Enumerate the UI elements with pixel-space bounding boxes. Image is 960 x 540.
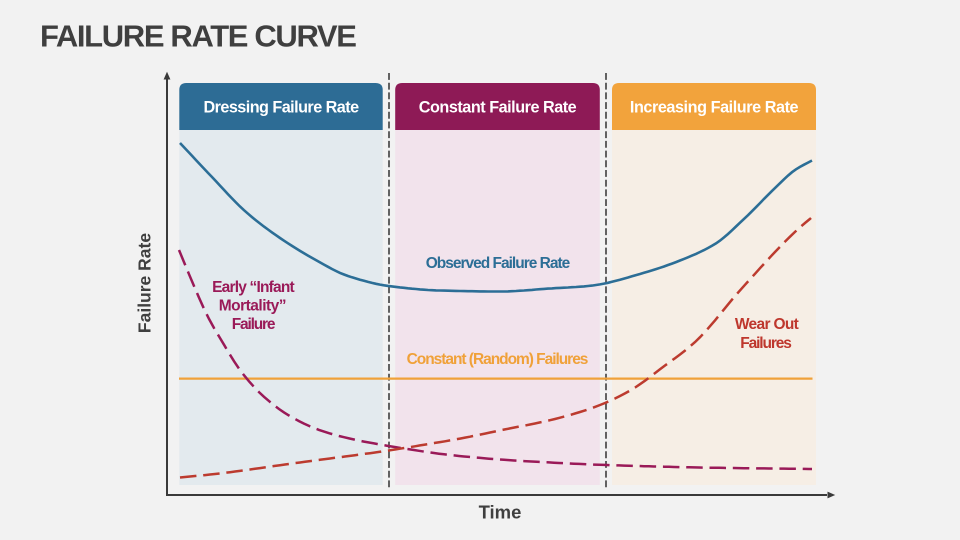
- svg-text:FAILURE RATE CURVE: FAILURE RATE CURVE: [40, 19, 356, 54]
- svg-text:Failure: Failure: [232, 316, 276, 333]
- svg-text:Increasing Failure Rate: Increasing Failure Rate: [630, 99, 799, 117]
- svg-text:Constant Failure Rate: Constant Failure Rate: [419, 99, 577, 117]
- svg-text:Observed Failure Rate: Observed Failure Rate: [426, 255, 571, 272]
- svg-text:Failures: Failures: [740, 335, 791, 352]
- svg-text:Dressing Failure Rate: Dressing Failure Rate: [203, 99, 359, 117]
- svg-text:Early “Infant: Early “Infant: [212, 279, 294, 296]
- svg-text:Wear Out: Wear Out: [735, 316, 799, 333]
- svg-text:Mortality”: Mortality”: [219, 298, 286, 315]
- svg-text:Failure Rate: Failure Rate: [135, 233, 155, 333]
- svg-text:Constant (Random) Failures: Constant (Random) Failures: [407, 351, 588, 368]
- svg-text:Time: Time: [479, 502, 522, 523]
